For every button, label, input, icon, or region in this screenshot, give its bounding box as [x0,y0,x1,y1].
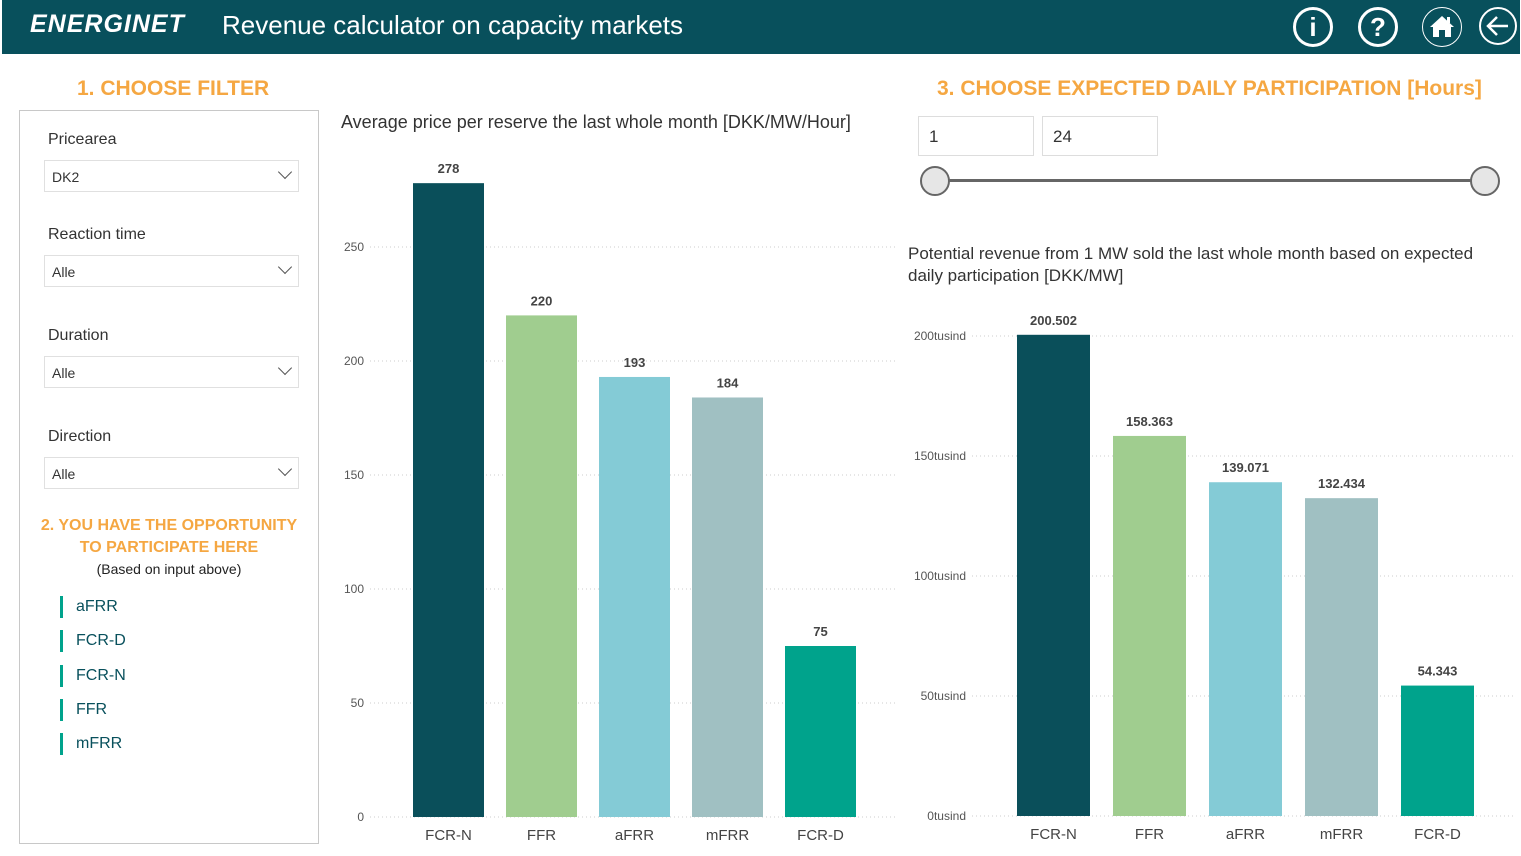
pricearea-label: Pricearea [48,131,117,148]
x-tick-label: FCR-D [797,827,844,844]
x-tick-label: FCR-N [425,827,472,844]
chevron-down-icon [277,164,293,180]
bar-FCR-N [1017,334,1090,816]
price-chart: 0 50 100 150 200 250 278 FCR-N 220 FFR 193 aFRR 184 m… [344,161,895,844]
home-icon[interactable] [1422,7,1462,47]
y-tick-label: 100 [344,582,364,596]
reaction-time-value: Alle [52,264,76,280]
x-tick-label: aFRR [1226,826,1265,843]
y-tick-label: 50tusind [921,689,966,703]
bar-FFR [1113,435,1186,816]
info-icon[interactable]: i [1293,7,1333,47]
bar-FFR [506,315,577,817]
header-bar: ENERGINET Revenue calculator on capacity… [2,0,1520,54]
revenue-chart-title-line1: Potential revenue from 1 MW sold the las… [908,244,1474,263]
x-tick-label: aFRR [615,827,654,844]
y-tick-label: 150 [344,468,364,482]
data-label: 75 [813,624,827,639]
chevron-down-icon [277,360,293,376]
opportunity-subtitle: (Based on input above) [96,561,242,577]
filter-panel: Pricearea DK2 Reaction time Alle Duratio… [19,110,319,844]
revenue-chart: 0tusind 50tusind 100tusind 150tusind 200tusi… [914,313,1515,843]
data-label: 139.071 [1222,460,1269,475]
opportunity-item[interactable]: aFRR [60,596,118,618]
data-label: 193 [624,355,646,370]
filter-heading: 1. CHOOSE FILTER [77,77,270,100]
x-tick-label: FFR [527,827,556,844]
y-tick-label: 150tusind [914,449,966,463]
x-tick-label: FCR-N [1030,826,1077,843]
duration-label: Duration [48,327,109,344]
x-tick-label: FCR-D [1414,826,1461,843]
chevron-down-icon [277,461,293,477]
opportunity-heading-2: TO PARTICIPATE HERE [79,539,259,556]
y-tick-label: 250 [344,240,364,254]
data-label: 220 [531,293,553,308]
range-slider-min-handle[interactable] [920,166,950,196]
y-tick-label: 100tusind [914,569,966,583]
x-tick-label: mFRR [706,827,749,844]
range-slider-max-handle[interactable] [1470,166,1500,196]
bar-aFRR [1209,482,1282,816]
x-tick-label: FFR [1135,826,1164,843]
bar-FCR-N [413,183,484,817]
participation-heading: 3. CHOOSE EXPECTED DAILY PARTICIPATION [… [937,77,1482,100]
page-title: Revenue calculator on capacity markets [222,10,684,40]
x-tick-label: mFRR [1320,826,1363,843]
data-label: 278 [438,161,460,176]
back-arrow-icon[interactable] [1479,7,1517,45]
participation-max-input[interactable]: 24 [1042,116,1158,156]
pricearea-dropdown[interactable]: DK2 [44,160,299,192]
energinet-logo: ENERGINET [30,10,185,38]
reaction-time-dropdown[interactable]: Alle [44,255,299,287]
opportunity-item[interactable]: FCR-D [60,630,126,652]
direction-label: Direction [48,428,112,445]
opportunity-heading-1: 2. YOU HAVE THE OPPORTUNITY [40,517,298,534]
bar-FCR-D [785,646,856,817]
duration-dropdown[interactable]: Alle [44,356,299,388]
revenue-chart-title-line2: daily participation [DKK/MW] [908,266,1124,285]
y-tick-label: 0tusind [927,809,966,823]
bar-FCR-D [1401,685,1474,816]
bar-aFRR [599,376,670,817]
chevron-down-icon [277,259,293,275]
data-label: 200.502 [1030,313,1077,328]
data-label: 184 [717,375,739,390]
opportunity-item[interactable]: FFR [60,699,107,721]
opportunity-item[interactable]: mFRR [60,733,122,755]
y-tick-label: 0 [357,810,364,824]
direction-value: Alle [52,466,76,482]
price-chart-title: Average price per reserve the last whole… [341,112,851,132]
participation-min-input[interactable]: 1 [918,116,1034,156]
range-slider-track[interactable] [935,179,1485,182]
duration-value: Alle [52,365,76,381]
bar-mFRR [692,397,763,817]
data-label: 132.434 [1318,476,1366,491]
direction-dropdown[interactable]: Alle [44,457,299,489]
y-tick-label: 200 [344,354,364,368]
data-label: 54.343 [1418,664,1458,679]
data-label: 158.363 [1126,414,1173,429]
pricearea-value: DK2 [52,169,80,185]
reaction-time-label: Reaction time [48,226,146,243]
help-icon[interactable]: ? [1358,7,1398,47]
bar-mFRR [1305,498,1378,816]
opportunity-item[interactable]: FCR-N [60,665,126,687]
y-tick-label: 50 [351,696,365,710]
y-tick-label: 200tusind [914,329,966,343]
